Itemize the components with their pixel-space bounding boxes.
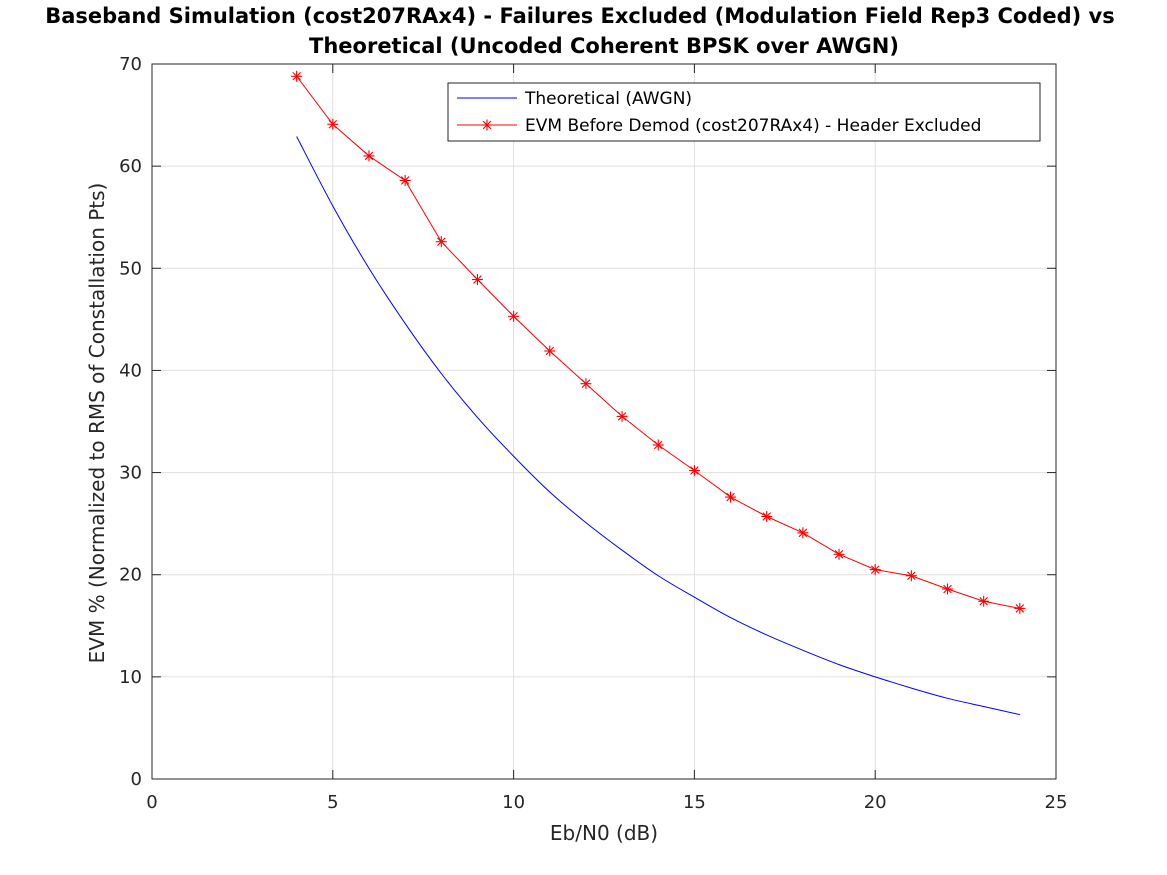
x-tick-label: 0 — [146, 792, 157, 813]
data-point-evm — [327, 118, 339, 130]
data-point-evm — [363, 150, 375, 162]
legend-label-theoretical: Theoretical (AWGN) — [524, 89, 692, 109]
x-tick-label: 15 — [683, 792, 706, 813]
data-point-evm — [544, 345, 556, 357]
y-axis-label: EVM % (Normalized to RMS of Constallatio… — [85, 183, 109, 664]
data-point-evm — [399, 174, 411, 186]
data-point-evm — [978, 595, 990, 607]
legend-asterisk — [481, 119, 493, 131]
y-tick-label: 10 — [119, 667, 142, 688]
data-point-evm — [1014, 602, 1026, 614]
legend-marker-evm — [481, 119, 493, 131]
legend-label-evm: EVM Before Demod (cost207RAx4) - Header … — [525, 116, 981, 136]
plot-frame — [151, 63, 1057, 780]
data-point-evm — [580, 378, 592, 390]
chart-title-line-2: Theoretical (Uncoded Coherent BPSK over … — [309, 34, 899, 58]
data-point-evm — [508, 310, 520, 322]
y-tick-label: 40 — [119, 360, 142, 381]
data-point-evm — [797, 527, 809, 539]
data-point-evm — [833, 548, 845, 560]
legend-box — [447, 82, 1041, 142]
data-point-evm — [761, 510, 773, 522]
x-tick-label: 10 — [502, 792, 525, 813]
axis-ticks: 0 5 10 15 20 25 0 10 20 30 40 50 60 70 — [119, 54, 1067, 813]
y-tick-label: 60 — [119, 156, 142, 177]
y-tick-label: 20 — [119, 565, 142, 586]
data-point-evm — [869, 564, 881, 576]
data-point-evm — [725, 491, 737, 503]
x-axis-label: Eb/N0 (dB) — [550, 821, 658, 845]
y-tick-label: 30 — [119, 463, 142, 484]
plot-area: 0 5 10 15 20 25 0 10 20 30 40 50 60 70 — [119, 54, 1067, 813]
data-point-evm — [616, 410, 628, 422]
x-tick-label: 5 — [327, 792, 338, 813]
data-point-evm — [435, 236, 447, 248]
legend: Theoretical (AWGN) EVM Before Demod (cos… — [447, 82, 1041, 142]
y-tick-label: 0 — [131, 769, 142, 790]
data-point-evm — [291, 70, 303, 82]
plot-background — [152, 64, 1056, 779]
grid-lines — [152, 64, 1056, 779]
y-tick-label: 50 — [119, 258, 142, 279]
data-point-evm — [942, 583, 954, 595]
series-layer — [291, 70, 1026, 716]
data-point-evm — [688, 465, 700, 477]
x-tick-label: 20 — [864, 792, 887, 813]
chart-title-line-1: Baseband Simulation (cost207RAx4) - Fail… — [45, 4, 1115, 28]
y-tick-label: 70 — [119, 54, 142, 75]
series-line-theoretical — [296, 136, 1020, 716]
data-point-evm — [471, 274, 483, 286]
data-point-evm — [905, 570, 917, 582]
data-point-evm — [652, 439, 664, 451]
x-tick-label: 25 — [1045, 792, 1068, 813]
